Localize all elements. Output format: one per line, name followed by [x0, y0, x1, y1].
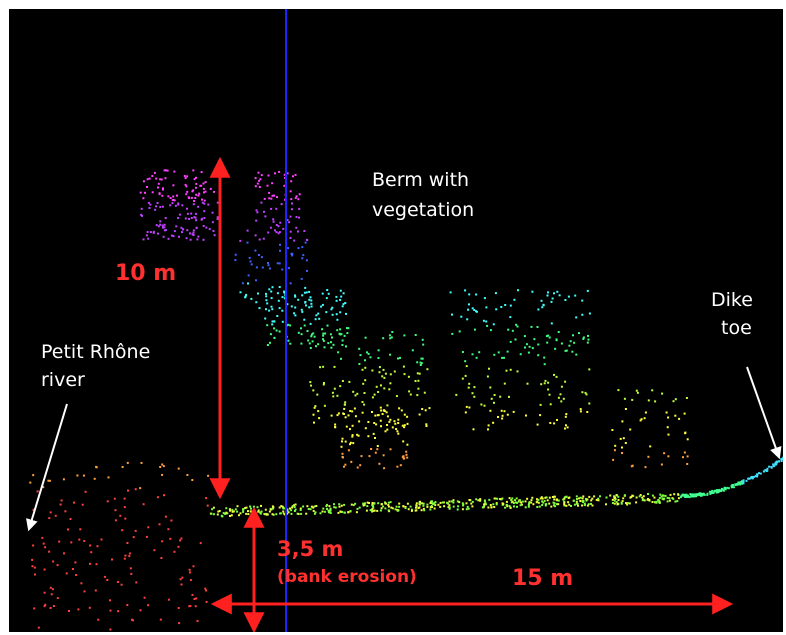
- point-cloud-canvas: [26, 9, 783, 632]
- width-label: 15 m: [512, 566, 574, 591]
- point-cloud: [29, 169, 783, 631]
- lidar-cross-section: Berm with vegetation Dike toe Petit Rhôn…: [9, 9, 783, 632]
- river-label-line1: Petit Rhône: [41, 341, 151, 363]
- dike-label-line2: toe: [721, 317, 752, 339]
- height-label: 10 m: [115, 261, 177, 286]
- berm-label-line1: Berm with: [372, 169, 470, 191]
- dike-label-line1: Dike: [711, 289, 753, 311]
- dike-pointer-arrow: [746, 366, 782, 460]
- river-label-line2: river: [41, 369, 85, 391]
- erosion-note-label: (bank erosion): [277, 567, 417, 587]
- river-pointer-arrow: [26, 403, 68, 532]
- erosion-value-label: 3,5 m: [277, 537, 344, 561]
- berm-label-line2: vegetation: [372, 199, 475, 221]
